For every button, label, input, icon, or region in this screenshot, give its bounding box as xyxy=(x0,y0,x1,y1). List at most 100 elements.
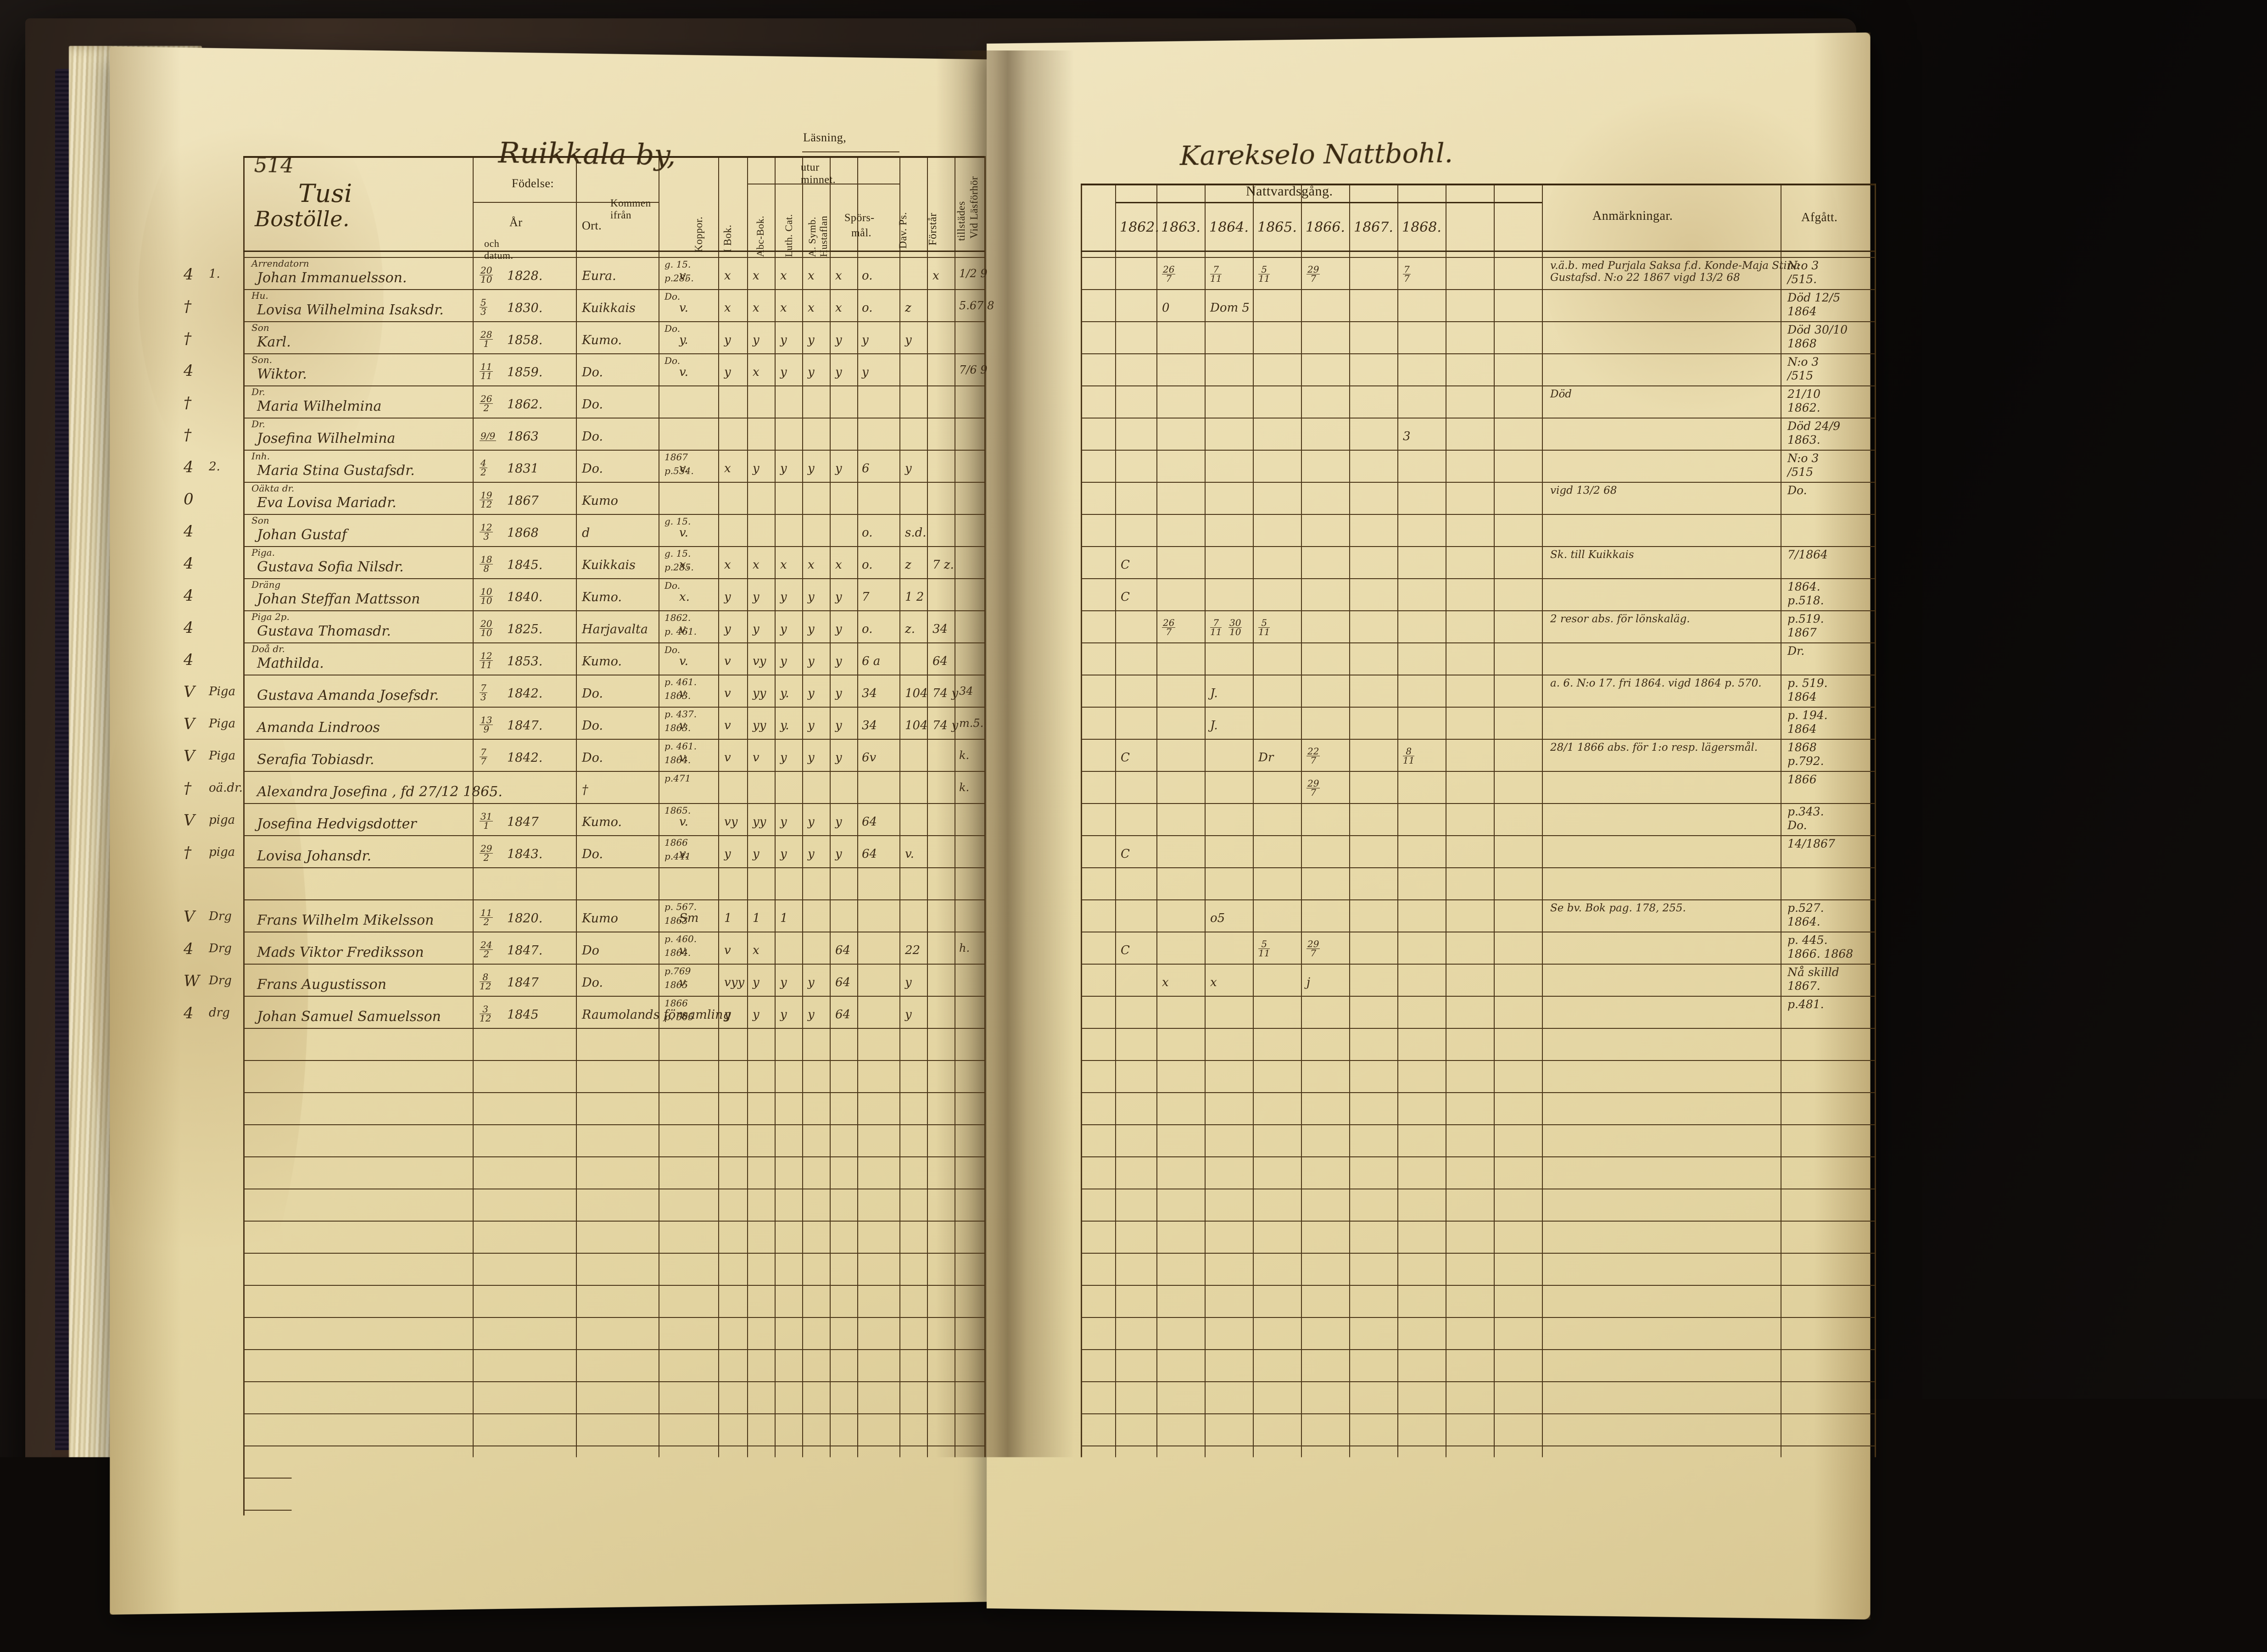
year-header-1867: 1867. xyxy=(1354,219,1393,235)
cell-value: 1864 xyxy=(1787,690,1817,703)
cell-value: Raumolands församling xyxy=(582,1008,731,1022)
cell-value: oä.dr. xyxy=(209,781,243,795)
cell-anmarkningar: Död xyxy=(1550,388,1572,400)
cell-value: x xyxy=(724,462,731,475)
cell-value: o. xyxy=(862,558,872,572)
cell-value: Do. xyxy=(582,847,603,861)
table-column-rule xyxy=(243,156,245,1542)
cell-date-fraction: 5 11 xyxy=(1258,265,1270,284)
cell-value: v. xyxy=(679,462,688,475)
cell-value: p.518. xyxy=(1787,594,1824,607)
cell-afgatt: N:o 3 xyxy=(1787,452,1819,465)
row-margin-mark: 4 xyxy=(184,522,194,541)
cell-value: Piga xyxy=(209,685,235,698)
cell-value: k. xyxy=(959,781,969,794)
column-header-i-bok: I Bok. xyxy=(722,184,734,252)
column-header-a-symb: A. Symb. xyxy=(806,188,818,257)
cell-value: /515 xyxy=(1787,369,1813,382)
cell-value: piga xyxy=(209,813,235,827)
table-row-rule xyxy=(243,321,984,322)
cell-value: 6 a xyxy=(862,654,880,668)
cell-value: y xyxy=(835,333,842,347)
cell-value: 1820. xyxy=(507,911,542,926)
cell-date-fraction: 10 10 xyxy=(480,587,493,606)
cell-value: m.5. xyxy=(959,717,983,730)
column-header-kommen-ifran: Kommen ifrån xyxy=(610,197,651,221)
table-row-rule xyxy=(243,1413,984,1414)
cell-value: v. xyxy=(679,847,688,861)
cell-value: 7 xyxy=(862,590,870,604)
cell-anmarkningar: 28/1 1866 abs. för 1:o resp. lägersmål. xyxy=(1550,742,1758,753)
cell-value: v. xyxy=(679,365,688,379)
cell-value: y xyxy=(808,462,815,475)
person-name: Josefina Wilhelmina xyxy=(257,430,395,446)
row-margin-mark: † xyxy=(184,779,191,798)
cell-value: o. xyxy=(862,622,872,636)
table-row-rule xyxy=(1115,202,1542,203)
column-header-namn-line2: Bostölle. xyxy=(255,206,350,231)
cell-value: yy xyxy=(753,686,766,700)
cell-value: 1868 xyxy=(507,526,539,540)
cell-value: 1863 xyxy=(507,430,539,444)
cell-value: 2. xyxy=(209,460,220,474)
cell-value: x xyxy=(753,943,759,957)
table-row-rule xyxy=(243,1381,984,1382)
cell-value: 1866 xyxy=(664,998,688,1009)
cell-value: Son xyxy=(251,322,269,333)
cell-date-fraction: 20 10 xyxy=(480,620,493,638)
cell-afgatt: 21/10 xyxy=(1787,387,1820,401)
cell-value: 1830. xyxy=(507,301,542,315)
row-margin-mark: 4 xyxy=(184,1004,194,1022)
table-row-rule xyxy=(243,1060,984,1061)
cell-afgatt: p.527. xyxy=(1787,901,1824,915)
row-margin-mark: V xyxy=(184,811,195,830)
cell-value: o. xyxy=(862,526,872,540)
cell-value: y xyxy=(808,590,815,604)
cell-value: Do. xyxy=(582,397,603,412)
cell-date-fraction: 26 7 xyxy=(1162,619,1175,637)
person-name: Johan Gustaf xyxy=(257,527,347,543)
seal-char: N xyxy=(1628,1567,1636,1579)
row-margin-mark: 4 xyxy=(184,554,194,573)
column-header-och-datum: och datum. xyxy=(484,238,514,262)
cell-value: Son. xyxy=(251,354,272,365)
cell-value: 1845 xyxy=(507,1008,539,1022)
cell-value: y xyxy=(905,976,912,989)
cell-value: 1858. xyxy=(507,333,542,347)
table-row-rule xyxy=(243,418,984,419)
cell-value: y xyxy=(780,847,787,861)
cell-value: 1847 xyxy=(507,815,539,829)
table-row-rule xyxy=(1081,482,1875,483)
column-header-dav-ps: Dav. Ps. xyxy=(897,189,909,249)
table-row-rule xyxy=(243,1349,984,1350)
table-row-rule xyxy=(1081,450,1875,451)
cell-date-fraction: 7 11 xyxy=(1210,265,1222,284)
year-header-1868: 1868. xyxy=(1402,219,1441,235)
cell-value: s.d. xyxy=(905,526,927,540)
cell-value: Son xyxy=(251,515,269,526)
cell-value: v xyxy=(724,654,731,668)
cell-value: y xyxy=(724,365,731,379)
cell-value: y xyxy=(724,1008,731,1021)
cell-value: Kumo. xyxy=(582,654,622,669)
cell-value: z. xyxy=(905,622,915,636)
cell-value: 104 xyxy=(905,686,928,700)
table-row-rule xyxy=(1081,1092,1875,1093)
cell-afgatt: Död 24/9 xyxy=(1787,419,1840,433)
person-name: Eva Lovisa Mariadr. xyxy=(257,495,396,511)
cell-value: Piga xyxy=(209,749,235,763)
cell-value: y xyxy=(753,462,759,475)
cell-anmarkningar: a. 6. N:o 17. fri 1864. vigd 1864 p. 570… xyxy=(1550,677,1762,689)
cell-value: 64 xyxy=(862,815,877,829)
cell-value: x xyxy=(835,269,842,283)
person-name: Serafia Tobiasdr. xyxy=(257,752,374,768)
table-row-rule xyxy=(1081,642,1875,643)
cell-value: g. 15. xyxy=(664,516,691,527)
cell-value: Hu. xyxy=(251,290,268,301)
cell-afgatt: 7/1864 xyxy=(1787,548,1828,561)
cell-date-fraction: 29 7 xyxy=(1307,265,1320,284)
cell-value: v. xyxy=(679,1008,688,1021)
cell-date-fraction: 77 xyxy=(1403,265,1411,284)
row-margin-mark: W xyxy=(184,972,200,990)
cell-value: 1865. xyxy=(664,805,691,816)
